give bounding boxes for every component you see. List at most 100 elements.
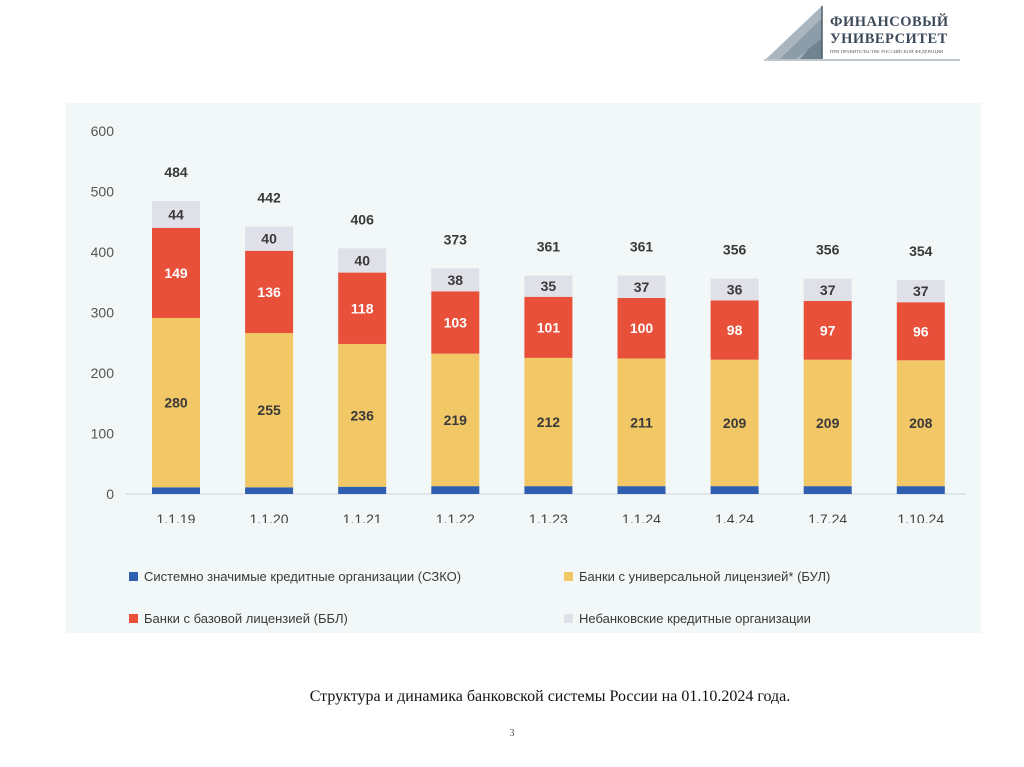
bar-segment bbox=[896, 360, 945, 487]
bar-segment bbox=[896, 279, 945, 303]
data-label: 96 bbox=[913, 323, 929, 339]
total-label: 356 bbox=[723, 242, 747, 258]
data-label: 211 bbox=[630, 414, 653, 430]
data-label: 209 bbox=[723, 415, 747, 431]
y-tick-label: 100 bbox=[91, 426, 115, 442]
data-label: 97 bbox=[820, 322, 836, 338]
university-logo bbox=[760, 2, 970, 64]
data-label: 280 bbox=[164, 395, 188, 411]
logo-mark-icon bbox=[764, 6, 960, 61]
legend-item-nko: Небанковские кредитные организации bbox=[564, 611, 811, 626]
legend-label: Банки с базовой лицензией (ББЛ) bbox=[144, 611, 348, 626]
y-tick-label: 400 bbox=[91, 244, 115, 260]
legend-item-bbl: Банки с базовой лицензией (ББЛ) bbox=[129, 611, 348, 626]
bar-segment bbox=[803, 359, 852, 487]
data-label: 208 bbox=[909, 415, 933, 431]
x-tick-label: 1.1.22 bbox=[436, 511, 475, 523]
bar-segment bbox=[245, 226, 294, 251]
x-tick-label: 1.4.24 bbox=[715, 511, 754, 523]
data-label: 136 bbox=[257, 284, 281, 300]
logo-line-3: ПРИ ПРАВИТЕЛЬСТВЕ РОССИЙСКОЙ ФЕДЕРАЦИИ bbox=[830, 49, 944, 54]
bar-segment bbox=[152, 201, 200, 228]
bar-segment bbox=[710, 300, 759, 360]
bar-segment bbox=[338, 343, 387, 487]
data-label: 40 bbox=[261, 231, 277, 247]
stacked-bar-chart: 010020030040050060011280149444841.1.1911… bbox=[91, 123, 966, 523]
total-label: 361 bbox=[537, 239, 561, 255]
bar-segment bbox=[896, 486, 945, 494]
logo-text: ФИНАНСОВЫЙ УНИВЕРСИТЕТ ПРИ ПРАВИТЕЛЬСТВЕ… bbox=[830, 14, 949, 55]
bar-segment bbox=[338, 486, 387, 494]
bar-segment bbox=[524, 486, 573, 494]
bar-segment bbox=[803, 486, 852, 494]
data-label: 37 bbox=[634, 279, 650, 295]
bar-segment bbox=[152, 317, 200, 488]
total-label: 356 bbox=[816, 242, 840, 258]
bar-segment bbox=[245, 333, 294, 488]
data-label: 212 bbox=[537, 414, 561, 430]
data-label: 40 bbox=[354, 252, 370, 268]
data-label: 36 bbox=[727, 282, 743, 298]
data-label: 149 bbox=[164, 265, 188, 281]
bar-segment bbox=[710, 359, 759, 487]
x-tick-label: 1.1.20 bbox=[250, 511, 289, 523]
data-label: 236 bbox=[351, 407, 375, 423]
logo-line-2: УНИВЕРСИТЕТ bbox=[830, 31, 948, 47]
bar-segment bbox=[617, 297, 666, 359]
y-tick-label: 500 bbox=[91, 184, 115, 200]
legend-label: Небанковские кредитные организации bbox=[579, 611, 811, 626]
bar-segment bbox=[524, 296, 573, 358]
legend-swatch bbox=[129, 572, 138, 581]
x-tick-label: 1.1.19 bbox=[157, 511, 196, 523]
x-tick-label: 1.1.23 bbox=[529, 511, 568, 523]
bar-segment bbox=[617, 358, 666, 487]
data-label: 44 bbox=[168, 206, 184, 222]
bar-segment bbox=[710, 278, 759, 301]
bar-segment bbox=[338, 272, 387, 344]
bar-segment bbox=[152, 487, 200, 494]
legend-swatch bbox=[564, 614, 573, 623]
legend-item-szko: Системно значимые кредитные организации … bbox=[129, 569, 461, 584]
data-label: 100 bbox=[630, 320, 654, 336]
bar-segment bbox=[710, 486, 759, 494]
data-label: 38 bbox=[448, 272, 464, 288]
bar-segment bbox=[245, 250, 294, 334]
bar-segment bbox=[617, 486, 666, 494]
bar-segment bbox=[431, 353, 480, 487]
slide-caption: Структура и динамика банковской системы … bbox=[309, 688, 791, 705]
bar-segment bbox=[431, 486, 480, 494]
bar-segment bbox=[524, 357, 573, 487]
data-label: 103 bbox=[444, 314, 468, 330]
total-label: 484 bbox=[164, 164, 188, 180]
legend-item-bul: Банки с универсальной лицензией* (БУЛ) bbox=[564, 569, 830, 584]
y-tick-label: 300 bbox=[91, 305, 115, 321]
total-label: 373 bbox=[444, 231, 468, 247]
data-label: 101 bbox=[537, 319, 561, 335]
legend-swatch bbox=[129, 614, 138, 623]
bar-segment bbox=[803, 301, 852, 360]
logo-line-1: ФИНАНСОВЫЙ bbox=[830, 14, 949, 30]
data-label: 255 bbox=[257, 402, 281, 418]
total-label: 361 bbox=[630, 239, 654, 255]
x-tick-label: 1.10.24 bbox=[897, 511, 944, 523]
data-label: 219 bbox=[444, 412, 468, 428]
data-label: 35 bbox=[541, 278, 557, 294]
total-label: 406 bbox=[351, 211, 375, 227]
legend-swatch bbox=[564, 572, 573, 581]
data-label: 209 bbox=[816, 415, 840, 431]
data-label: 118 bbox=[351, 300, 374, 316]
x-tick-label: 1.7.24 bbox=[808, 511, 847, 523]
data-label: 98 bbox=[727, 322, 743, 338]
total-label: 354 bbox=[909, 243, 933, 259]
legend-label: Банки с универсальной лицензией* (БУЛ) bbox=[579, 569, 831, 584]
x-tick-label: 1.1.21 bbox=[343, 511, 382, 523]
y-tick-label: 0 bbox=[106, 486, 114, 502]
y-tick-label: 600 bbox=[91, 123, 115, 139]
bar-segment bbox=[896, 302, 945, 361]
bar-segment bbox=[338, 248, 387, 273]
page-number: 3 bbox=[509, 728, 515, 739]
bar-segment bbox=[431, 268, 480, 292]
bar-segment bbox=[617, 275, 666, 298]
legend-label: Системно значимые кредитные организации … bbox=[144, 569, 462, 584]
bar-segment bbox=[245, 487, 294, 494]
